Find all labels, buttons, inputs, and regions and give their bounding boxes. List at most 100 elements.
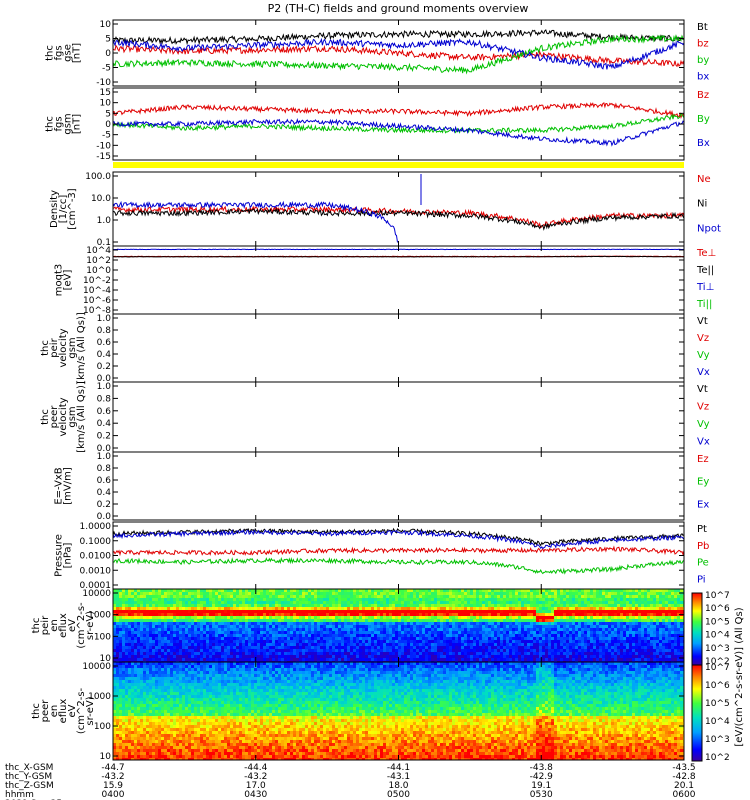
legend-entry: Ni xyxy=(697,199,707,210)
colorbar-tick: 10^2 xyxy=(705,657,730,667)
xaxis-row-label: hhmm xyxy=(5,790,34,800)
xaxis-value: -43.2 xyxy=(244,772,267,782)
xaxis-value: 19.1 xyxy=(531,781,551,791)
ylabel-line: sr-eV) xyxy=(85,696,96,725)
tick-label: 0.1 xyxy=(97,238,111,248)
xaxis-value: 0430 xyxy=(244,790,267,800)
tick-label: 0.2 xyxy=(97,500,111,510)
legend-entry: Pe xyxy=(697,558,709,569)
ylabel-line: eflux xyxy=(58,699,69,724)
tick-label: -5 xyxy=(102,64,111,74)
colorbar-tick: 10^6 xyxy=(705,604,730,614)
panel-peer-velocity xyxy=(112,381,685,453)
tick-label: 10^2 xyxy=(86,256,111,266)
xaxis-value: -42.9 xyxy=(530,772,554,782)
tick-label: -15 xyxy=(96,152,111,162)
tick-label: 10^-8 xyxy=(83,306,111,316)
legend-entry: Vy xyxy=(697,350,710,361)
ylabel-line: peer xyxy=(40,699,51,723)
tick-label: -10 xyxy=(96,141,111,151)
legend-entry: Vx xyxy=(697,437,710,448)
tick-label: 1000 xyxy=(88,611,111,621)
legend-entry: Pt xyxy=(697,524,707,535)
tick-label: 0.4 xyxy=(97,350,112,360)
tick-label: 0.6 xyxy=(97,476,112,486)
ylabel-line: [mV/m] xyxy=(63,467,74,505)
series-Bz xyxy=(112,102,685,120)
quality-flag-bar xyxy=(113,162,684,168)
tick-label: 10^0 xyxy=(86,266,111,276)
ylabel-line: gsm xyxy=(67,406,78,427)
ylabel-line: eV xyxy=(67,619,78,632)
tick-label: 10^-4 xyxy=(83,286,111,296)
ylabel-line: Density xyxy=(49,190,60,228)
panel-density xyxy=(112,171,685,247)
tick-label: 5 xyxy=(105,109,111,119)
ylabel-density: Density[1/cc][cm^-3] xyxy=(49,188,78,229)
colorbar-tick: 10^4 xyxy=(705,631,730,641)
tick-label: 1000 xyxy=(88,692,111,702)
series-Te|| xyxy=(112,255,684,258)
legend-entry: Ey xyxy=(697,477,709,488)
legend-entry: Ez xyxy=(697,454,709,465)
xaxis-value: -42.8 xyxy=(672,772,696,782)
series-Ni xyxy=(112,207,685,231)
ylabel-line: velocity xyxy=(58,328,69,367)
legend-entry: Vz xyxy=(697,402,709,413)
xaxis-value: 0400 xyxy=(102,790,125,800)
xaxis-value: -43.5 xyxy=(672,763,695,773)
ylabel-line: thc xyxy=(40,409,51,425)
xaxis-value: 18.0 xyxy=(388,781,408,791)
xaxis-value: 0600 xyxy=(673,790,696,800)
tick-label: 10000 xyxy=(82,662,111,672)
xaxis-value: 15.9 xyxy=(103,781,123,791)
series-group-density xyxy=(112,200,685,243)
tick-label: 0.0010 xyxy=(80,566,112,576)
ylabel-line: thc xyxy=(31,618,42,634)
ylabel-line: fgs xyxy=(54,45,65,60)
tick-label: 1.0000 xyxy=(80,522,112,532)
tick-label: 0.0 xyxy=(97,444,112,454)
tick-label: 0.8 xyxy=(97,326,112,336)
colorbar-tick: 10^3 xyxy=(705,735,730,745)
tick-label: 10^-6 xyxy=(83,296,111,306)
series-Bx xyxy=(112,118,685,147)
xaxis-value: 0530 xyxy=(530,790,553,800)
xaxis-value: -43.1 xyxy=(387,772,410,782)
ylabel-line: peer xyxy=(49,405,60,429)
series-Bt xyxy=(112,29,685,46)
legend-entry: Vx xyxy=(697,367,710,378)
legend-entry: Pi xyxy=(697,574,706,585)
tick-label: 10^4 xyxy=(86,246,111,256)
tick-label: 10.0 xyxy=(91,194,111,204)
tick-label: 0.8 xyxy=(97,464,112,474)
tick-label: 0 xyxy=(105,49,111,59)
colorbar-tick: 10^4 xyxy=(705,717,730,727)
tick-label: 1.0 xyxy=(97,382,112,392)
ylabel-line: velocity xyxy=(58,397,69,436)
tick-label: 10000 xyxy=(82,589,111,599)
tick-label: 15 xyxy=(100,88,111,98)
colorbar-tick: 10^2 xyxy=(705,753,730,763)
series-By xyxy=(112,112,685,135)
xaxis-value: -44.7 xyxy=(101,763,124,773)
tick-label: 1.0 xyxy=(97,314,112,324)
ylabel-line: moqt3 xyxy=(54,264,65,297)
series-Npot xyxy=(112,200,398,243)
chart-title: P2 (TH-C) fields and ground moments over… xyxy=(268,2,529,15)
ylabel-line: [km/s (All Qs)] xyxy=(76,381,87,453)
legend-entry: by xyxy=(697,55,709,66)
ylabel-line: [nT] xyxy=(72,114,83,134)
ylabel-line: thc xyxy=(31,703,42,719)
tick-label: 0.0 xyxy=(97,374,112,384)
series-group-fgs_gse xyxy=(112,29,685,75)
tick-label: 1.0 xyxy=(97,452,112,462)
panel-peir-velocity xyxy=(112,313,685,383)
legend-entry: Ti⊥ xyxy=(696,282,714,293)
legend-entry: Ex xyxy=(697,499,709,510)
colorbar-tick: 10^6 xyxy=(705,681,730,691)
